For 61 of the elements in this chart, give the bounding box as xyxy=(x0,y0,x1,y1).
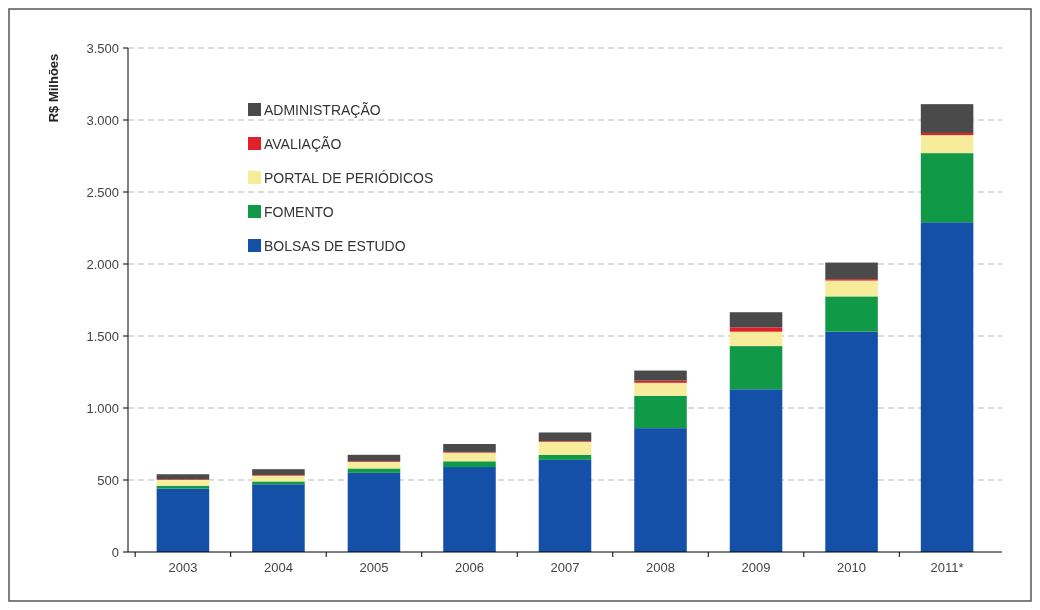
bar xyxy=(825,280,878,297)
bar xyxy=(729,389,783,552)
bar xyxy=(634,382,687,396)
bar xyxy=(920,222,974,552)
bar xyxy=(443,444,496,452)
x-tick-label: 2005 xyxy=(359,560,389,575)
bar xyxy=(729,327,783,332)
bar xyxy=(156,488,210,552)
bar xyxy=(825,331,878,552)
bar xyxy=(729,331,783,347)
bar xyxy=(252,484,305,552)
bar xyxy=(825,296,878,332)
bar xyxy=(347,472,401,552)
bar xyxy=(634,370,687,381)
bar xyxy=(920,104,974,133)
y-tick-label: 2.500 xyxy=(86,184,119,200)
legend-label: ADMINISTRAÇÃO xyxy=(264,101,381,118)
bar xyxy=(347,462,401,469)
bar xyxy=(634,395,687,429)
bar xyxy=(156,474,210,480)
bar xyxy=(538,432,592,442)
legend-label: FOMENTO xyxy=(264,203,334,220)
x-tick-label: 2003 xyxy=(168,560,198,575)
bar xyxy=(538,454,592,460)
x-tick-label: 2004 xyxy=(263,560,293,575)
bar xyxy=(920,153,974,223)
bar xyxy=(156,485,210,489)
bar xyxy=(156,480,210,486)
bar xyxy=(538,441,592,455)
x-tick-label: 2011* xyxy=(930,560,964,575)
y-tick-label: 2.000 xyxy=(86,256,119,272)
x-tick-label: 2008 xyxy=(646,560,675,575)
bar xyxy=(252,469,305,475)
bar xyxy=(920,135,974,154)
y-tick-label: 1.500 xyxy=(86,328,119,344)
legend-label: PORTAL DE PERIÓDICOS xyxy=(264,169,434,186)
legend-label: BOLSAS DE ESTUDO xyxy=(264,237,406,254)
legend-label: AVALIAÇÃO xyxy=(264,135,342,152)
y-tick-label: 3.000 xyxy=(86,112,119,128)
y-axis-title: R$ Milhões xyxy=(46,53,61,123)
y-tick-label: 1.000 xyxy=(86,400,119,416)
x-tick-label: 2010 xyxy=(837,560,867,575)
bar xyxy=(538,459,592,552)
x-tick-label: 2007 xyxy=(550,560,580,575)
bar xyxy=(920,132,974,136)
y-tick-label: 0 xyxy=(111,544,119,560)
bar xyxy=(825,262,878,280)
bar xyxy=(347,468,401,473)
x-tick-label: 2006 xyxy=(455,560,484,575)
bar xyxy=(252,481,305,485)
bar xyxy=(347,454,401,462)
bar xyxy=(634,428,687,552)
bar xyxy=(729,346,783,390)
y-tick-label: 500 xyxy=(97,472,119,488)
bar xyxy=(443,461,496,468)
y-tick-label: 3.500 xyxy=(86,40,119,56)
x-tick-label: 2009 xyxy=(741,560,771,575)
bar xyxy=(443,467,496,552)
bar xyxy=(729,312,783,328)
bar xyxy=(443,452,496,462)
bar xyxy=(634,380,687,383)
